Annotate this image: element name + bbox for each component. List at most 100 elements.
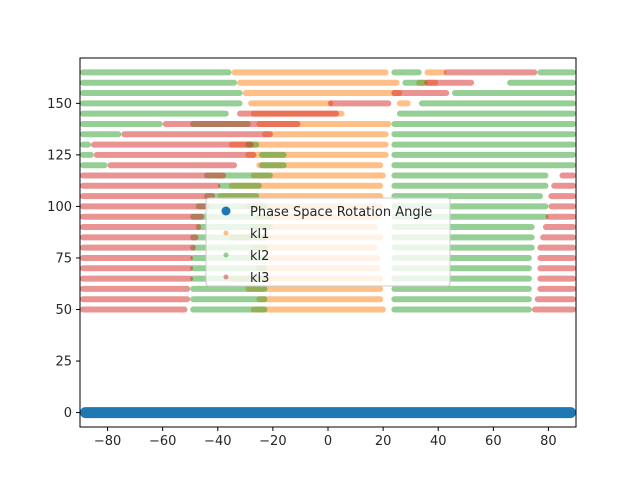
data-point-strip-kl3-165-0 — [443, 69, 538, 76]
y-tick-label: 25 — [55, 355, 72, 370]
x-tick-label: 0 — [324, 434, 332, 449]
data-point-strip-kl2-165-1 — [391, 69, 422, 76]
data-point-strip-kl2-165-0 — [80, 69, 232, 76]
data-point-strip-kl2-165-2 — [537, 69, 576, 76]
data-point-strip-kl2-135-0 — [80, 131, 122, 138]
data-point-strip-kl1-120-0 — [256, 162, 384, 169]
data-point-strip-kl3-160-0 — [424, 79, 475, 86]
data-point-strip-kl2-155-1 — [452, 90, 576, 97]
data-point-strip-kl2-60-1 — [391, 285, 532, 292]
data-point-strip-kl3-80-1 — [537, 244, 576, 251]
data-point-strip-kl1-135-0 — [261, 131, 389, 138]
data-point-strip-kl1-155-0 — [242, 90, 403, 97]
data-point-strip-kl2-130-2 — [391, 141, 576, 148]
legend-item-kl2: kl2 — [223, 249, 269, 264]
x-tick-label: −20 — [259, 434, 286, 449]
legend-label: Phase Space Rotation Angle — [250, 205, 432, 220]
x-axis: −80 −60 −40 −20 0 20 40 60 80 — [94, 427, 557, 449]
data-point-strip-kl3-60-1 — [537, 285, 576, 292]
series-phase-space-rotation-angle — [80, 407, 576, 419]
data-point-strip-kl3-95-0 — [80, 213, 204, 220]
legend-item-phase-space-rotation-angle: Phase Space Rotation Angle — [221, 205, 432, 220]
data-point-strip-kl1-50-0 — [250, 306, 386, 313]
data-point-strip-kl3-75-0 — [80, 254, 193, 261]
data-point-strip-kl3-155-0 — [391, 90, 450, 97]
data-point-strip-kl3-90-1 — [542, 224, 576, 231]
data-point-strip-kl1-115-0 — [250, 172, 386, 179]
data-point-strip-kl3-55-0 — [80, 296, 191, 303]
data-point-strip-kl3-150-0 — [328, 100, 392, 107]
data-point-strip-kl3-140-0 — [162, 120, 301, 127]
data-point-strip-kl2-55-1 — [391, 296, 532, 303]
y-tick-label: 75 — [55, 251, 72, 266]
data-point-strip-kl3-100-1 — [548, 203, 576, 210]
data-point-strip-kl3-135-0 — [121, 131, 273, 138]
data-point-strip-kl3-50-0 — [80, 306, 188, 313]
legend-marker — [223, 274, 229, 280]
data-point-strip-kl2-140-0 — [80, 120, 163, 127]
data-point-strip-kl3-65-0 — [80, 275, 193, 282]
legend-label: kl2 — [250, 249, 269, 264]
data-point-strip-kl2-110-0 — [217, 182, 262, 189]
series-kl3 — [80, 69, 576, 313]
data-point-strip-kl3-85-1 — [540, 234, 576, 241]
data-point-strip-kl2-150-0 — [80, 100, 243, 107]
data-point-strip-kl2-160-0 — [80, 79, 238, 86]
data-point-strip-kl1-110-0 — [228, 182, 384, 189]
data-point-strip-kl3-60-0 — [80, 285, 191, 292]
data-point-strip-kl2-125-0 — [80, 151, 94, 158]
data-point-strip-kl3-145-0 — [237, 110, 340, 117]
data-point-strip-kl3-50-1 — [531, 306, 576, 313]
legend: Phase Space Rotation Angle kl1 kl2 kl3 — [205, 197, 451, 287]
data-point-strip-kl3-55-1 — [534, 296, 576, 303]
data-point-strip-kl1-150-1 — [396, 100, 411, 107]
legend-label: kl1 — [250, 227, 269, 242]
data-point-strip-kl3-95-1 — [545, 213, 576, 220]
data-point-strip-kl2-120-1 — [259, 162, 287, 169]
y-tick-label: 0 — [64, 406, 72, 421]
data-point-strip-kl2-55-0 — [190, 296, 268, 303]
data-point-strip-kl2-145-1 — [396, 110, 576, 117]
data-point-strip-kl3-115-0 — [80, 172, 227, 179]
data-point-strip-kl3-70-1 — [537, 265, 576, 272]
x-tick-label: −60 — [149, 434, 176, 449]
legend-marker — [223, 230, 229, 236]
data-point-strip-kl3-105-1 — [548, 193, 576, 200]
data-point-strip-kl1-60-0 — [245, 285, 384, 292]
data-point-strip-kl1-55-0 — [256, 296, 384, 303]
legend-label: kl3 — [250, 271, 269, 286]
data-point-strip-kl3-100-0 — [80, 203, 210, 210]
data-point-strip-kl3-65-1 — [537, 275, 576, 282]
data-point-strip-kl3-105-0 — [80, 193, 216, 200]
data-point-strip-kl1-165-1 — [424, 69, 447, 76]
data-point-strip-kl2-60-0 — [190, 285, 268, 292]
x-tick-label: 60 — [485, 434, 502, 449]
x-tick-label: −80 — [94, 434, 121, 449]
y-tick-label: 150 — [47, 97, 72, 112]
x-tick-label: 80 — [540, 434, 557, 449]
data-point-strip-kl2-160-2 — [507, 79, 576, 86]
data-point-strip-kl2-150-1 — [418, 100, 576, 107]
y-tick-label: 125 — [47, 148, 72, 163]
legend-item-kl1: kl1 — [223, 227, 269, 242]
data-point-strip-kl2-110-1 — [391, 182, 549, 189]
data-point-strip-kl1-160-0 — [237, 79, 400, 86]
data-point-strip-kl3-120-0 — [107, 162, 238, 169]
data-point-strip-kl3-125-0 — [93, 151, 257, 158]
data-point-strip-kl2-140-2 — [391, 120, 576, 127]
x-tick-label: −40 — [204, 434, 231, 449]
legend-box — [205, 197, 451, 287]
data-point-strip-kl2-115-1 — [391, 172, 549, 179]
data-point-strip-kl2-125-1 — [259, 151, 287, 158]
data-point-strip-kl2-120-0 — [80, 162, 108, 169]
data-point-strip-kl3-110-0 — [80, 182, 221, 189]
y-tick-label: 50 — [55, 303, 72, 318]
x-tick-label: 40 — [430, 434, 447, 449]
data-point-strip-kl2-145-0 — [80, 110, 229, 117]
data-point-strip-kl2-120-2 — [391, 162, 576, 169]
data-point-strip-kl2-130-0 — [80, 141, 92, 148]
data-point-strip-kl3-70-0 — [80, 265, 193, 272]
data-point-strip-kl3-110-1 — [551, 182, 576, 189]
data-point-strip-kl1-165-0 — [231, 69, 389, 76]
data-point-strip-kl1-150-0 — [248, 100, 334, 107]
